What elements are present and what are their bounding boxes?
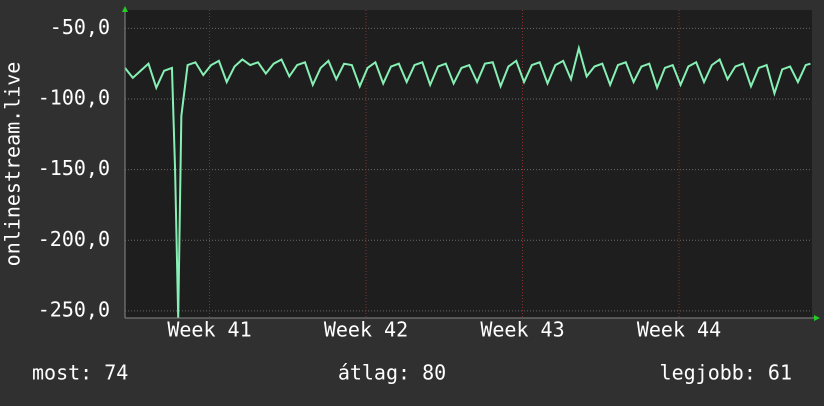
y-axis-arrow xyxy=(122,6,128,12)
stat-current: most: 74 xyxy=(32,361,128,385)
stat-average: átlag: 80 xyxy=(338,361,446,385)
x-tick-label: Week 42 xyxy=(324,318,408,342)
y-tick-label: -150,0 xyxy=(38,156,110,180)
y-axis-label: onlinestream.live xyxy=(1,62,25,267)
y-tick-label: -200,0 xyxy=(38,227,110,251)
y-tick-label: -50,0 xyxy=(50,15,110,39)
y-tick-label: -250,0 xyxy=(38,297,110,321)
x-tick-label: Week 43 xyxy=(480,318,564,342)
stat-best: legjobb: 61 xyxy=(660,361,792,385)
y-tick-label: -100,0 xyxy=(38,86,110,110)
data-line xyxy=(124,44,811,319)
x-tick-label: Week 41 xyxy=(167,318,251,342)
x-axis-arrow xyxy=(814,315,820,321)
x-tick-label: Week 44 xyxy=(637,318,721,342)
plot-area xyxy=(125,10,812,318)
